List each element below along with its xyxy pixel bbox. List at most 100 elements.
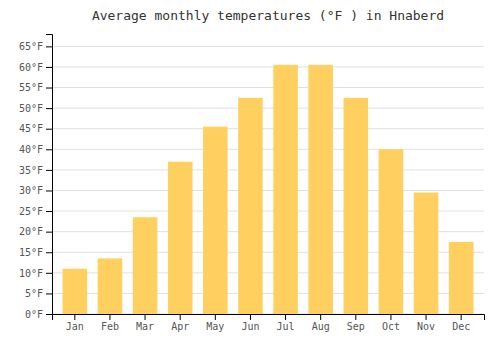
tick-mark: [390, 314, 391, 320]
tick: Jul: [277, 314, 295, 332]
tick: 5°F: [25, 288, 52, 299]
tick: Dec: [452, 314, 470, 332]
tick: 65°F: [19, 41, 52, 52]
tick-label: Jul: [277, 321, 295, 332]
grid-line: [52, 190, 484, 191]
tick-mark: [46, 232, 52, 233]
tick: 55°F: [19, 82, 52, 93]
tick-mark: [46, 190, 52, 191]
tick-mark: [46, 108, 52, 109]
tick-label: 35°F: [19, 165, 43, 176]
tick: Feb: [101, 314, 119, 332]
bar: [308, 65, 333, 314]
bar: [238, 98, 263, 314]
tick: 15°F: [19, 247, 52, 258]
tick-mark: [461, 314, 462, 320]
tick-mark: [46, 293, 52, 294]
x-axis: Jan Feb Mar Apr May Jun Jul Aug Sep Oct Nov Dec: [53, 314, 485, 332]
tick-mark: [426, 314, 427, 320]
tick-mark: [46, 273, 52, 274]
tick: 50°F: [19, 103, 52, 114]
tick: Mar: [136, 314, 154, 332]
tick-label: 40°F: [19, 144, 43, 155]
tick-mark: [46, 149, 52, 150]
bar: [344, 98, 369, 314]
tick-label: Nov: [417, 321, 435, 332]
bars: [63, 65, 474, 314]
tick-label: Aug: [312, 321, 330, 332]
tick: 45°F: [19, 123, 52, 134]
tick-label: 20°F: [19, 226, 43, 237]
bar: [379, 149, 404, 314]
tick: 0°F: [25, 309, 52, 320]
tick-mark: [215, 314, 216, 320]
tick-label: Mar: [136, 321, 154, 332]
bar: [168, 162, 193, 314]
grid-line: [52, 169, 484, 170]
chart: 0°F 5°F 10°F 15°F 20°F 25°F 30°F 35°F 40°F 45°F 50…: [0, 0, 500, 350]
tick: Aug: [312, 314, 330, 332]
tick-label: 5°F: [25, 288, 43, 299]
tick-label: Oct: [382, 321, 400, 332]
tick-label: Jan: [66, 321, 84, 332]
tick: May: [206, 314, 224, 332]
tick-mark: [355, 314, 356, 320]
tick-label: 50°F: [19, 103, 43, 114]
tick-mark: [285, 314, 286, 320]
tick-mark: [46, 211, 52, 212]
grid-line: [52, 149, 484, 150]
tick: Oct: [382, 314, 400, 332]
tick-label: 30°F: [19, 185, 43, 196]
tick: 30°F: [19, 185, 52, 196]
tick-label: 15°F: [19, 247, 43, 258]
tick-label: Jun: [241, 321, 259, 332]
axis-line: [46, 35, 53, 315]
tick: Nov: [417, 314, 435, 332]
bar: [63, 269, 88, 314]
tick-mark: [180, 314, 181, 320]
tick: 25°F: [19, 206, 52, 217]
tick: Sep: [347, 314, 365, 332]
plot: 0°F 5°F 10°F 15°F 20°F 25°F 30°F 35°F 40°F 45°F 50…: [19, 35, 485, 333]
tick: 10°F: [19, 268, 52, 279]
tick-mark: [74, 314, 75, 320]
tick-mark: [46, 170, 52, 171]
grid: [52, 46, 484, 314]
tick-label: Dec: [452, 321, 470, 332]
tick-mark: [46, 129, 52, 130]
tick-label: 45°F: [19, 123, 43, 134]
grid-line: [52, 46, 484, 47]
tick-mark: [320, 314, 321, 320]
tick-label: 60°F: [19, 62, 43, 73]
tick: 35°F: [19, 165, 52, 176]
bar: [273, 65, 298, 314]
tick-label: Apr: [171, 321, 189, 332]
grid-line: [52, 66, 484, 67]
bar: [133, 217, 158, 314]
tick-mark: [46, 88, 52, 89]
tick-label: Feb: [101, 321, 119, 332]
grid-line: [52, 108, 484, 109]
tick-mark: [46, 314, 52, 315]
tick-label: 0°F: [25, 309, 43, 320]
tick: 20°F: [19, 226, 52, 237]
tick: Jun: [241, 314, 259, 332]
grid-line: [52, 128, 484, 129]
tick-mark: [250, 314, 251, 320]
tick: Jan: [66, 314, 84, 332]
tick-label: 65°F: [19, 41, 43, 52]
grid-line: [52, 87, 484, 88]
tick-mark: [46, 252, 52, 253]
tick-label: 10°F: [19, 268, 43, 279]
tick-label: May: [206, 321, 224, 332]
axis-line: [53, 315, 485, 321]
tick-mark: [46, 67, 52, 68]
tick: Apr: [171, 314, 189, 332]
tick-label: 55°F: [19, 82, 43, 93]
tick-label: 25°F: [19, 206, 43, 217]
bar: [414, 193, 439, 314]
tick-mark: [145, 314, 146, 320]
bar: [203, 127, 228, 314]
tick-mark: [109, 314, 110, 320]
title: Average monthly temperatures (°F ) in Hn…: [92, 8, 444, 23]
